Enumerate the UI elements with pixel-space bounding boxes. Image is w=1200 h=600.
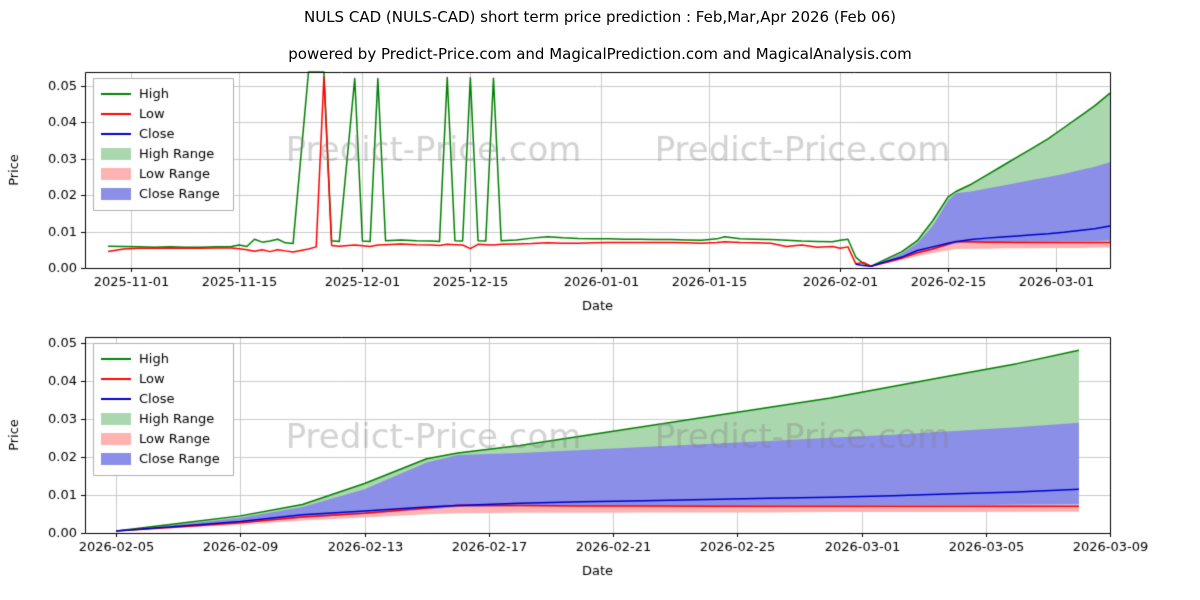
figure-title: NULS CAD (NULS-CAD) short term price pre… bbox=[304, 8, 896, 26]
figure-subtitle: powered by Predict-Price.com and Magical… bbox=[288, 45, 912, 63]
